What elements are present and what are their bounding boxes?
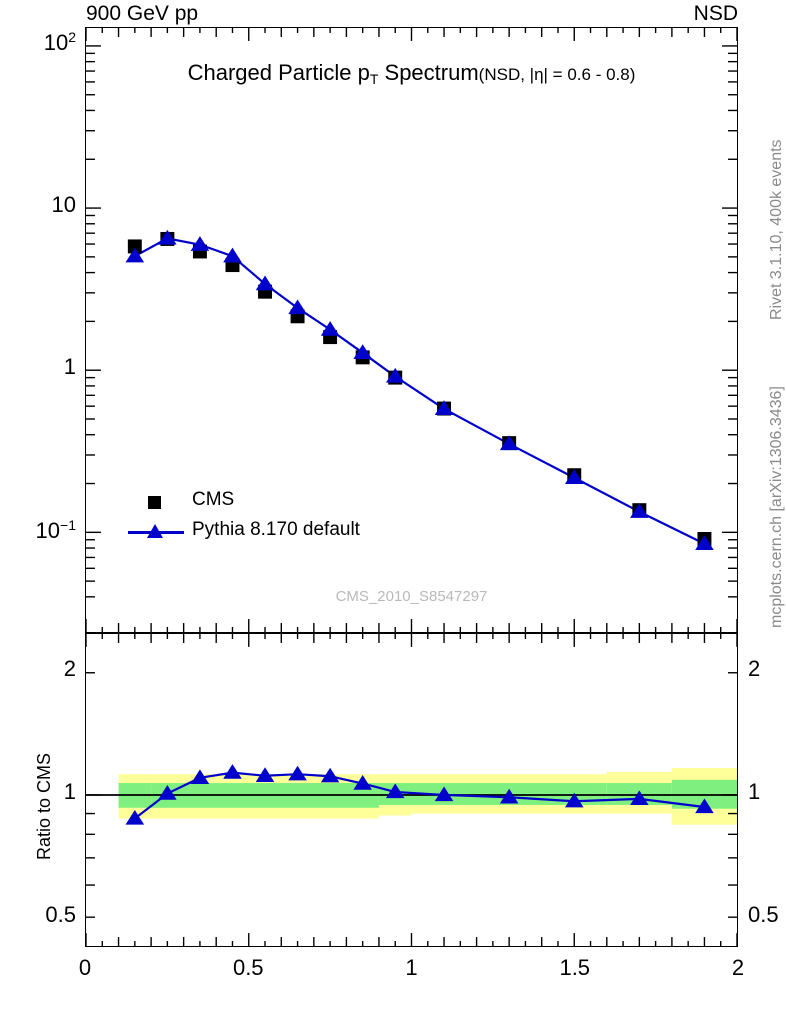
pythia-data-marker bbox=[499, 435, 519, 451]
triangle-marker-icon bbox=[147, 524, 163, 538]
x-tick-label: 1.5 bbox=[559, 955, 591, 980]
ratio-data-marker bbox=[499, 788, 519, 804]
ratio-y-tick-label-left: 1 bbox=[63, 779, 76, 804]
ratio-data-marker bbox=[288, 765, 307, 781]
pythia-data-marker bbox=[385, 367, 405, 383]
legend-label: CMS bbox=[192, 489, 235, 510]
ratio-data-marker bbox=[223, 764, 242, 779]
pythia-data-marker bbox=[125, 247, 145, 263]
pythia-data-marker bbox=[434, 400, 454, 415]
plot-title-subscript: T bbox=[369, 71, 379, 87]
pythia-data-marker bbox=[353, 344, 372, 360]
side-caption-rivet: Rivet 3.1.10, 400k events bbox=[768, 139, 785, 320]
main-plot-canvas bbox=[86, 28, 737, 632]
ratio-data-marker bbox=[158, 785, 177, 800]
ratio-data-marker bbox=[695, 798, 714, 814]
pythia-data-marker bbox=[564, 469, 584, 484]
header-process-label: NSD bbox=[693, 2, 738, 25]
main-y-tick-label: 102 bbox=[43, 29, 76, 55]
ratio-data-marker bbox=[190, 769, 210, 785]
pythia-data-marker bbox=[288, 299, 307, 315]
x-tick-label: 2 bbox=[731, 955, 745, 980]
x-tick-label: 0 bbox=[78, 955, 92, 980]
plot-title: Charged Particle pT Spectrum(NSD, |η| = … bbox=[85, 60, 738, 87]
ratio-line bbox=[134, 771, 705, 820]
pythia-data-marker bbox=[630, 503, 649, 518]
square-marker-icon bbox=[148, 496, 161, 509]
pythia-data-marker bbox=[223, 247, 242, 263]
pythia-data-marker bbox=[695, 535, 714, 550]
main-plot-panel bbox=[85, 27, 738, 633]
main-y-tick-label: 1 bbox=[63, 354, 76, 380]
x-tick-label: 1 bbox=[405, 955, 418, 980]
side-caption-mcplots: mcplots.cern.ch [arXiv:1306.3436] bbox=[768, 386, 785, 628]
cms-data-marker bbox=[127, 239, 142, 254]
pythia-data-marker bbox=[190, 236, 210, 251]
analysis-watermark: CMS_2010_S8547297 bbox=[335, 588, 488, 605]
ratio-data-marker bbox=[320, 767, 340, 783]
legend-label: Pythia 8.170 default bbox=[192, 519, 360, 540]
pythia-data-marker bbox=[255, 275, 275, 291]
pythia-data-marker bbox=[320, 321, 340, 336]
ratio-data-marker bbox=[385, 783, 405, 799]
x-tick-label: 0.5 bbox=[232, 955, 264, 980]
ratio-data-marker bbox=[125, 810, 145, 825]
ratio-data-marker bbox=[630, 790, 649, 806]
header-beam-label: 900 GeV pp bbox=[86, 2, 199, 25]
plot-title-parenthetical: (NSD, |η| = 0.6 - 0.8) bbox=[478, 65, 636, 84]
ratio-y-tick-label-left: 0.5 bbox=[45, 902, 76, 927]
main-y-tick-label: 10−1 bbox=[35, 517, 76, 543]
ratio-data-marker bbox=[434, 786, 454, 802]
plot-title-main2: Spectrum bbox=[378, 60, 479, 85]
plot-title-main: Charged Particle p bbox=[187, 60, 370, 85]
pythia-data-marker bbox=[158, 229, 177, 245]
ratio-y-tick-label-right: 1 bbox=[748, 779, 761, 804]
ratio-axis-title: Ratio to CMS bbox=[34, 752, 54, 860]
main-y-tick-label: 10 bbox=[51, 191, 76, 217]
ratio-y-tick-label-right: 0.5 bbox=[748, 902, 779, 927]
ratio-data-marker bbox=[255, 767, 275, 782]
ratio-plot-panel bbox=[85, 633, 738, 947]
ratio-y-tick-label-right: 2 bbox=[748, 656, 761, 681]
ratio-data-marker bbox=[564, 792, 584, 808]
ratio-data-marker bbox=[353, 775, 372, 790]
ratio-plot-canvas bbox=[86, 634, 737, 946]
ratio-y-tick-label-left: 2 bbox=[63, 656, 76, 681]
